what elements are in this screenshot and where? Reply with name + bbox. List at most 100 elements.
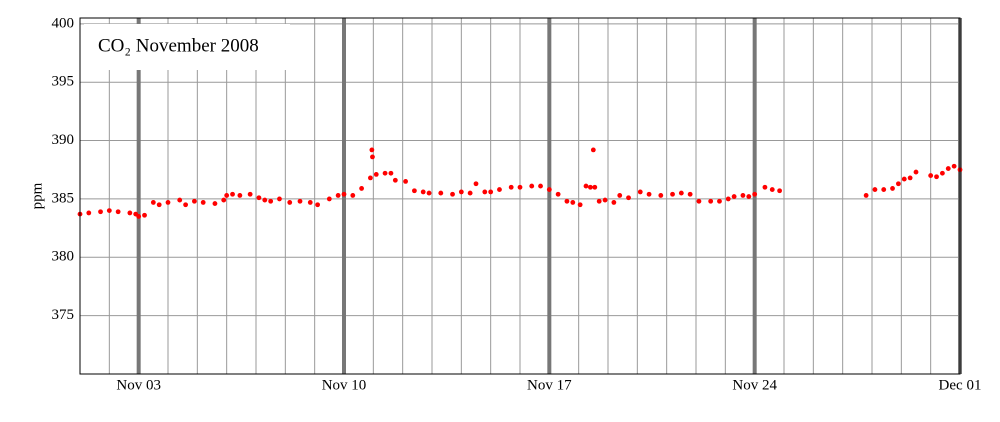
plot-frame [79,17,961,375]
y-tick-label: 385 [52,190,75,206]
data-point [335,193,341,198]
data-point [670,191,675,197]
data-point [98,209,103,215]
data-point [696,198,702,204]
data-point [564,198,570,204]
data-point [350,193,356,198]
data-point [86,210,92,216]
x-tick-label: Nov 10 [322,377,367,393]
data-point [262,197,268,203]
data-point [637,189,643,195]
data-point [881,187,887,192]
data-point [658,193,664,198]
data-point [165,200,171,205]
data-point [150,200,156,205]
data-point [746,194,752,199]
data-point [370,154,375,160]
data-point [450,191,455,197]
y-tick-label: 390 [52,132,75,148]
data-point [687,191,693,197]
data-point [596,198,602,204]
data-point [287,200,293,205]
y-tick-label: 400 [52,15,75,31]
data-point [403,179,408,184]
data-point [488,189,494,195]
data-point [412,188,417,194]
data-point [221,197,227,203]
data-point [368,175,373,181]
data-point [546,187,552,192]
data-point [136,214,142,219]
data-point [268,198,274,204]
data-point [256,195,262,201]
data-point [142,212,147,218]
y-tick-label: 380 [52,249,75,265]
data-point [369,147,375,153]
data-point [928,173,934,178]
data-point [577,202,583,208]
data-point [907,175,913,181]
data-point [426,190,432,196]
y-tick-label: 375 [52,307,75,323]
data-point [872,187,878,192]
data-point [725,196,731,202]
data-point [529,183,535,189]
data-point [277,196,282,202]
data-point [517,184,523,190]
data-point [538,183,543,189]
data-point [555,191,561,197]
data-point [177,197,183,203]
data-point [341,191,347,197]
data-point [590,147,596,153]
data-point [951,163,957,169]
data-point [192,198,197,204]
data-point [901,176,907,182]
data-point [769,187,775,192]
y-axis-label: ppm [29,182,45,209]
data-point [717,198,722,204]
data-point [315,202,320,208]
data-point [382,170,388,176]
chart-title: CO₂ November 2008 [98,35,259,56]
data-point [307,200,313,205]
data-point [611,200,617,205]
data-point [473,181,479,187]
data-point [420,189,426,195]
data-point [127,210,133,216]
data-point [156,202,162,208]
data-point [731,194,737,199]
data-point [602,197,608,203]
grid [80,18,962,374]
data-point [106,208,112,213]
data-point [392,177,398,183]
x-tick-label: Nov 24 [732,377,777,393]
data-point [230,191,235,197]
x-tick-label: Dec 01 [939,377,982,393]
data-point [626,195,631,201]
data-point [762,184,768,190]
data-point [508,184,514,190]
data-point [373,172,379,177]
data-point [570,200,576,205]
data-point [297,198,303,204]
data-point [583,183,589,189]
data-point [438,190,444,196]
data-point [588,184,593,190]
data-point [482,189,488,195]
data-point [752,191,758,197]
data-point [896,181,901,187]
data-point [945,166,951,171]
x-tick-label: Nov 03 [116,377,161,393]
data-point [940,170,945,176]
data-point [326,196,332,202]
data-point [913,169,919,175]
data-point [183,202,189,208]
data-point [200,200,206,205]
data-point [467,190,473,196]
data-point [458,189,464,195]
data-point [388,170,394,176]
marks [77,147,963,219]
data-point [237,193,243,198]
data-point [359,186,364,191]
